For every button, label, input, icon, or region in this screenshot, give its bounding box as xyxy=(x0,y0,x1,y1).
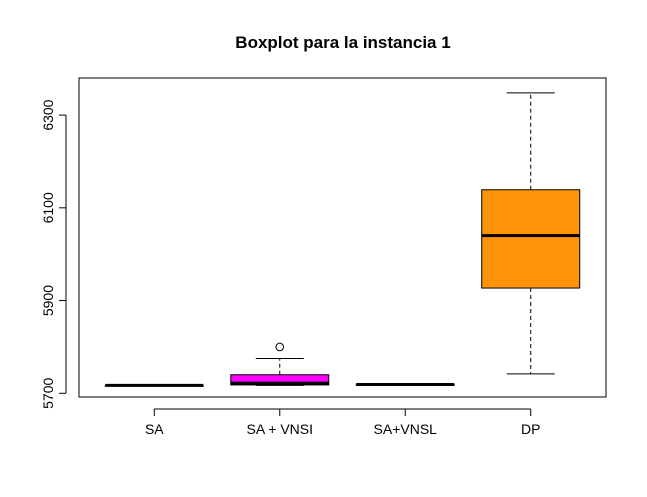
box xyxy=(230,374,330,386)
box-group xyxy=(230,342,330,386)
chart-title: Boxplot para la instancia 1 xyxy=(235,33,450,52)
y-axis: 5700 5900 6100 6300 xyxy=(40,99,67,409)
box-group xyxy=(355,382,455,386)
box-group xyxy=(104,383,204,387)
x-tick-label: SA + VNSI xyxy=(246,421,313,437)
boxes xyxy=(104,92,581,387)
plot-area xyxy=(78,77,607,398)
outlier-point xyxy=(275,342,285,352)
box-group xyxy=(481,92,581,375)
x-tick-label: SA xyxy=(145,421,164,437)
x-axis: SA SA + VNSI SA+VNSL DP xyxy=(145,408,540,437)
x-tick-label: SA+VNSL xyxy=(374,421,438,437)
y-tick-label: 6300 xyxy=(40,99,56,130)
x-tick-label: DP xyxy=(521,421,540,437)
y-tick-label: 5700 xyxy=(40,378,56,409)
y-tick-label: 5900 xyxy=(40,285,56,316)
y-tick-label: 6100 xyxy=(40,192,56,223)
box xyxy=(481,189,581,289)
